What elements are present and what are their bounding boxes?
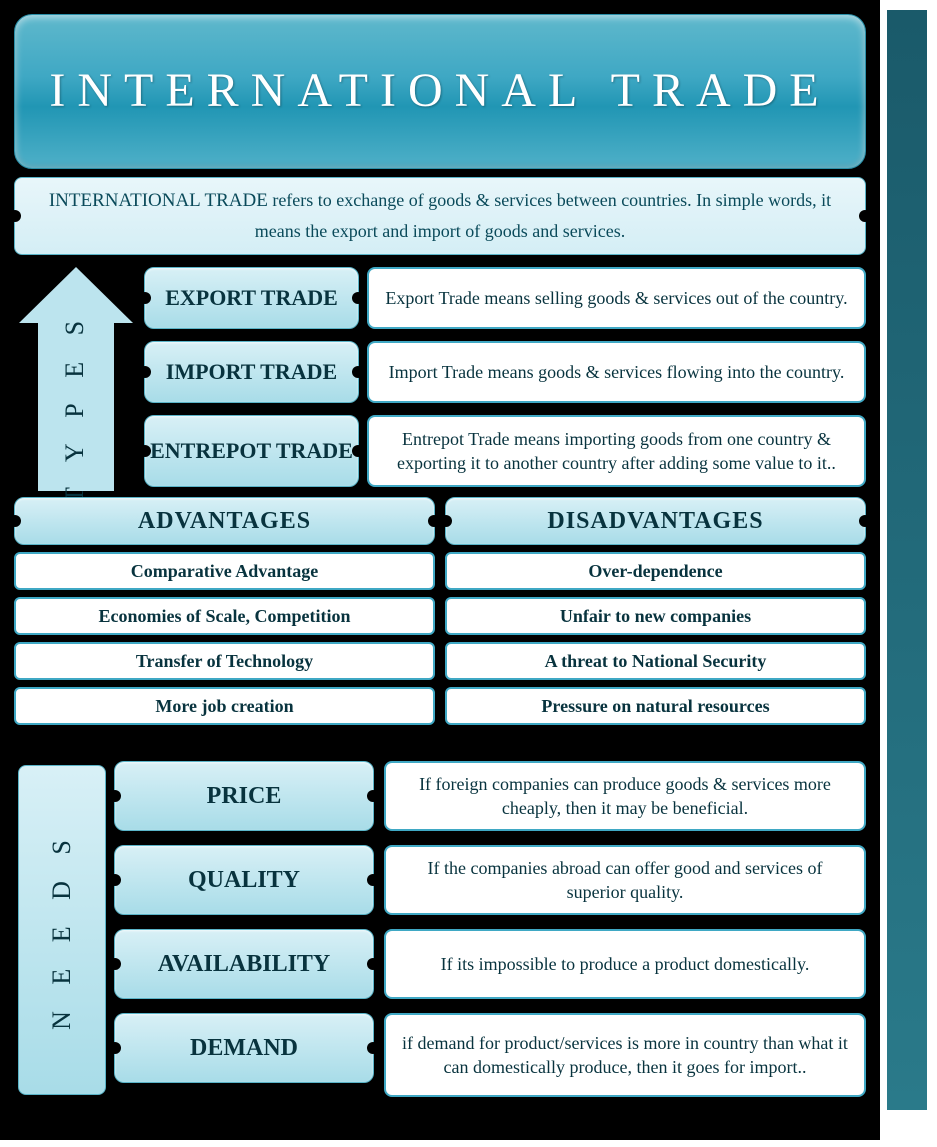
need-desc-demand: if demand for product/services is more i… (384, 1013, 866, 1097)
type-desc-entrepot: Entrepot Trade means importing goods fro… (367, 415, 866, 487)
list-item: A threat to National Security (445, 642, 866, 680)
need-label-availability: AVAILABILITY (114, 929, 374, 999)
adv-dis-section: ADVANTAGES Comparative Advantage Economi… (14, 497, 866, 749)
type-desc-export: Export Trade means selling goods & servi… (367, 267, 866, 329)
need-label-price: PRICE (114, 761, 374, 831)
needs-vertical-box: N E E D S (18, 765, 106, 1095)
advantages-header: ADVANTAGES (14, 497, 435, 545)
table-row: IMPORT TRADE Import Trade means goods & … (144, 341, 866, 403)
table-row: DEMAND if demand for product/services is… (114, 1013, 866, 1097)
infographic-canvas: INTERNATIONAL TRADE INTERNATIONAL TRADE … (0, 0, 880, 1140)
definition-rest: refers to exchange of goods & services b… (255, 190, 831, 240)
need-desc-price: If foreign companies can produce goods &… (384, 761, 866, 831)
type-label-export: EXPORT TRADE (144, 267, 359, 329)
needs-section: N E E D S PRICE If foreign companies can… (14, 755, 866, 1105)
type-label-entrepot: ENTREPOT TRADE (144, 415, 359, 487)
list-item: Economies of Scale, Competition (14, 597, 435, 635)
need-desc-quality: If the companies abroad can offer good a… (384, 845, 866, 915)
table-row: AVAILABILITY If its impossible to produc… (114, 929, 866, 999)
disadvantages-column: DISADVANTAGES Over-dependence Unfair to … (445, 497, 866, 725)
table-row: PRICE If foreign companies can produce g… (114, 761, 866, 831)
list-item: Comparative Advantage (14, 552, 435, 590)
types-arrow-body: T Y P E S (38, 323, 114, 491)
disadvantages-header: DISADVANTAGES (445, 497, 866, 545)
list-item: Unfair to new companies (445, 597, 866, 635)
adv-dis-columns: ADVANTAGES Comparative Advantage Economi… (14, 497, 866, 725)
need-label-quality: QUALITY (114, 845, 374, 915)
definition-block: INTERNATIONAL TRADE refers to exchange o… (14, 177, 866, 255)
definition-text: INTERNATIONAL TRADE refers to exchange o… (33, 186, 847, 245)
page-title: INTERNATIONAL TRADE (49, 60, 830, 122)
definition-lead: INTERNATIONAL TRADE (49, 190, 268, 211)
type-desc-import: Import Trade means goods & services flow… (367, 341, 866, 403)
types-arrow: T Y P E S (18, 267, 133, 491)
types-vertical-label: T Y P E S (61, 311, 91, 503)
list-item: Pressure on natural resources (445, 687, 866, 725)
table-row: QUALITY If the companies abroad can offe… (114, 845, 866, 915)
needs-vertical-label: N E E D S (47, 830, 77, 1030)
right-side-bar (887, 10, 927, 1110)
type-label-import: IMPORT TRADE (144, 341, 359, 403)
list-item: More job creation (14, 687, 435, 725)
table-row: ENTREPOT TRADE Entrepot Trade means impo… (144, 415, 866, 487)
title-block: INTERNATIONAL TRADE (14, 14, 866, 169)
types-section: T Y P E S EXPORT TRADE Export Trade mean… (14, 261, 866, 491)
need-label-demand: DEMAND (114, 1013, 374, 1083)
table-row: EXPORT TRADE Export Trade means selling … (144, 267, 866, 329)
advantages-column: ADVANTAGES Comparative Advantage Economi… (14, 497, 435, 725)
list-item: Over-dependence (445, 552, 866, 590)
list-item: Transfer of Technology (14, 642, 435, 680)
need-desc-availability: If its impossible to produce a product d… (384, 929, 866, 999)
